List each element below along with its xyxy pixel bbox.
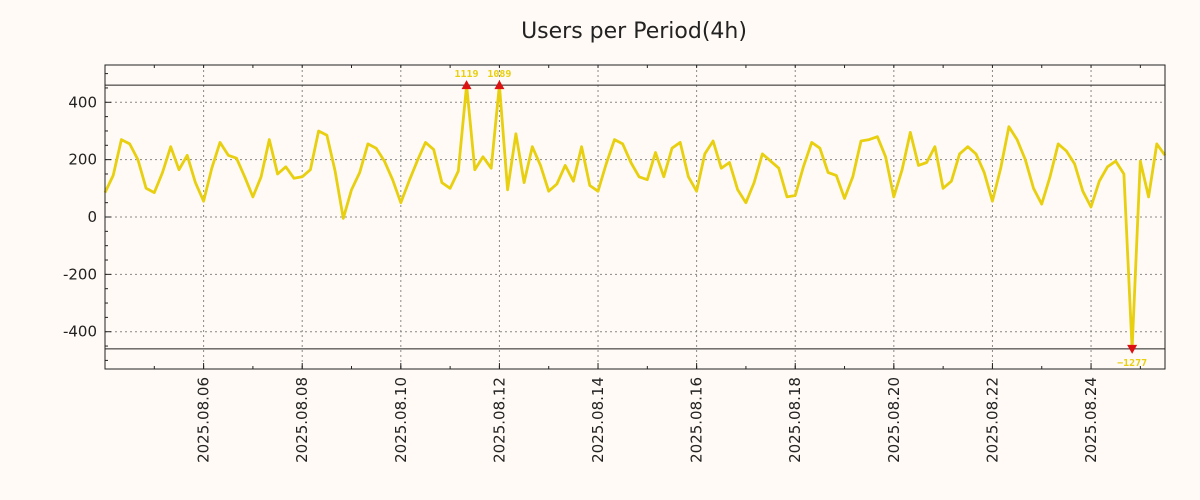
y-tick-label: 200 <box>68 151 97 169</box>
x-tick-label: 2025.08.20 <box>885 377 903 463</box>
series-group <box>103 83 1167 351</box>
plot-frame <box>104 64 1166 370</box>
x-tick-label: 2025.08.18 <box>786 377 804 463</box>
y-tick-label: 400 <box>68 93 97 111</box>
max-marker <box>461 80 472 90</box>
max-label: 1089 <box>487 69 511 80</box>
x-axis-ticks: 2025.08.06 2025.08.08 2025.08.10 2025.08.12… <box>104 65 1141 463</box>
x-tick-label: 2025.08.14 <box>589 377 607 463</box>
x-tick-label: 2025.08.06 <box>195 377 213 463</box>
x-tick-label: 2025.08.10 <box>392 377 410 463</box>
max-marker <box>494 80 505 90</box>
y-tick-label: -400 <box>63 323 97 341</box>
x-tick-label: 2025.08.24 <box>1082 377 1100 463</box>
x-tick-label: 2025.08.12 <box>490 377 508 463</box>
max-label: 1119 <box>455 69 479 80</box>
min-marker <box>1127 344 1138 354</box>
min-label: −1277 <box>1117 358 1147 369</box>
x-tick-label: 2025.08.08 <box>293 377 311 463</box>
clip-bound-lines <box>105 84 1165 350</box>
y-axis-ticks: 400 200 0 -200 -400 <box>63 73 111 361</box>
x-tick-label: 2025.08.22 <box>983 377 1001 463</box>
y-tick-label: 0 <box>87 208 97 226</box>
y-tick-label: -200 <box>63 265 97 283</box>
series-line-users <box>103 83 1167 351</box>
chart-title: Users per Period(4h) <box>521 19 747 44</box>
x-tick-label: 2025.08.16 <box>688 377 706 463</box>
grid <box>105 65 1165 369</box>
annotations: 1119 1089 −1277 <box>455 69 1148 369</box>
